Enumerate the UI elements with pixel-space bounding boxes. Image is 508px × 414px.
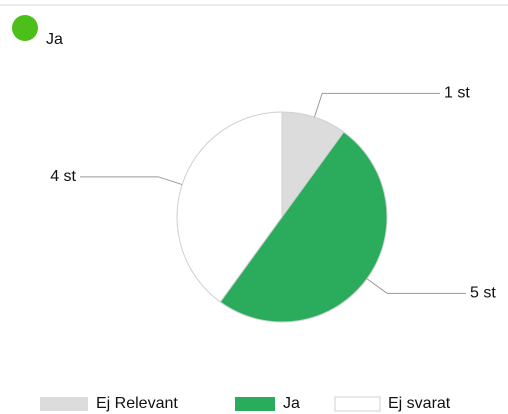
legend-swatch: [40, 397, 88, 411]
data-label: 1 st: [444, 85, 470, 102]
leader-line: [366, 278, 466, 294]
legend-swatch: [235, 397, 275, 411]
legend-label: Ej svarat: [388, 395, 451, 412]
leader-line: [80, 176, 183, 186]
legend-label: Ej Relevant: [96, 395, 178, 412]
leader-line: [313, 92, 440, 118]
pie-slice: [176, 111, 283, 303]
header-title: Ja: [46, 31, 63, 48]
pie-slice: [219, 131, 388, 323]
status-dot: [12, 15, 38, 41]
legend-label: Ja: [283, 395, 300, 412]
data-label: 5 st: [470, 285, 496, 302]
data-label: 4 st: [50, 168, 76, 185]
legend-swatch: [334, 396, 381, 412]
